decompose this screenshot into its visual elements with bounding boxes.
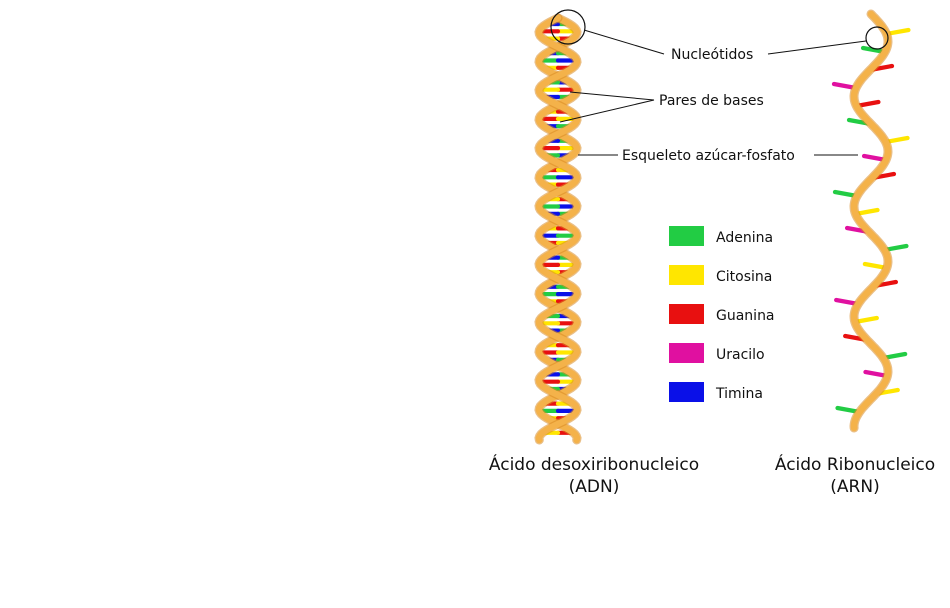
legend-swatch-adenina xyxy=(669,226,704,246)
legend-label-adenina: Adenina xyxy=(716,230,773,246)
legend-label-citosina: Citosina xyxy=(716,269,772,285)
legend-label-guanina: Guanina xyxy=(716,308,775,324)
rna-backbone-strand xyxy=(850,10,892,432)
dna-double-helix xyxy=(534,13,582,445)
rna-single-strand xyxy=(831,9,911,433)
legend-swatch-uracilo xyxy=(669,343,704,363)
rna-nucleotide-circle xyxy=(865,26,889,50)
rna-title: Ácido Ribonucleico xyxy=(775,453,935,475)
dna-backbone-strand xyxy=(535,14,581,444)
leader-base-pairs-2 xyxy=(559,99,655,123)
leader-nucleotides-rna xyxy=(767,40,867,55)
label-nucleotides: Nucleótidos xyxy=(671,47,753,63)
rna-abbreviation: (ARN) xyxy=(830,477,879,497)
legend: Adenina Citosina Guanina Uracilo Timina xyxy=(669,226,775,402)
dna-title: Ácido desoxiribonucleico xyxy=(489,453,699,475)
legend-label-uracilo: Uracilo xyxy=(716,347,765,363)
legend-swatch-timina xyxy=(669,382,704,402)
dna-abbreviation: (ADN) xyxy=(569,477,620,497)
leader-nucleotides-dna xyxy=(583,29,665,55)
dna-backbone-strand xyxy=(535,14,581,444)
legend-label-timina: Timina xyxy=(715,386,763,402)
label-base-pairs: Pares de bases xyxy=(659,93,764,109)
leader-base-pairs-1 xyxy=(569,91,655,101)
label-backbone: Esqueleto azúcar-fosfato xyxy=(622,148,795,164)
legend-swatch-guanina xyxy=(669,304,704,324)
dna-nucleotide-circle xyxy=(550,9,586,45)
legend-swatch-citosina xyxy=(669,265,704,285)
